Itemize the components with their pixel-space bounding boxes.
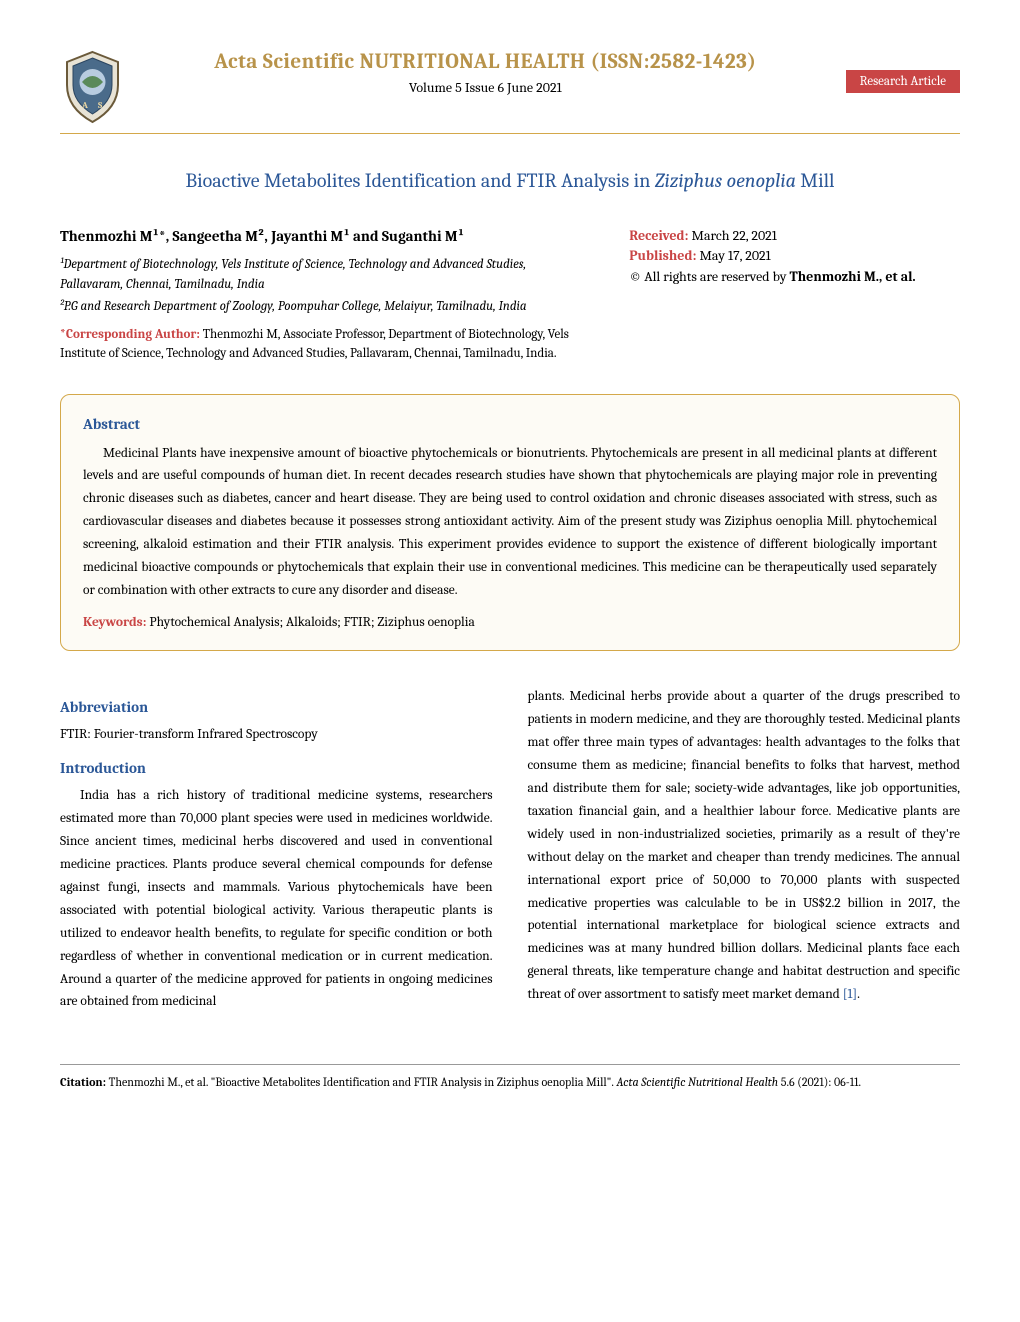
received-date: Received: March 22, 2021 bbox=[629, 227, 960, 244]
received-label: Received: bbox=[629, 227, 691, 244]
abstract-heading: Abstract bbox=[83, 415, 937, 433]
abbreviation-text: FTIR: Fourier-transform Infrared Spectro… bbox=[60, 724, 493, 747]
title-text: Bioactive Metabolites Identification and… bbox=[186, 169, 835, 192]
keywords: Keywords: Phytochemical Analysis; Alkalo… bbox=[83, 615, 937, 630]
body-columns: Abbreviation FTIR: Fourier-transform Inf… bbox=[60, 686, 960, 1014]
copyright-notice: © All rights are reserved by Thenmozhi M… bbox=[629, 267, 960, 287]
citation-footer: Citation: Thenmozhi M., et al. "Bioactiv… bbox=[60, 1064, 960, 1091]
copyright-prefix: © All rights are reserved by bbox=[629, 268, 789, 285]
article-title: Bioactive Metabolites Identification and… bbox=[60, 169, 960, 192]
article-type-badge: Research Article bbox=[846, 70, 960, 93]
author-list: Thenmozhi M¹*, Sangeetha M², Jayanthi M¹… bbox=[60, 227, 589, 245]
citation-title: "Bioactive Metabolites Identification an… bbox=[211, 1075, 614, 1089]
abstract-text: Medicinal Plants have inexpensive amount… bbox=[83, 443, 937, 604]
logo-icon: A S bbox=[60, 50, 125, 125]
copyright-author: Thenmozhi M., et al. bbox=[790, 268, 916, 285]
svg-text:A: A bbox=[81, 101, 88, 111]
citation-label: Citation: bbox=[60, 1075, 106, 1089]
page-header: A S Acta Scientific NUTRITIONAL HEALTH (… bbox=[60, 50, 960, 134]
citation-volume: 5.6 (2021): 06-11. bbox=[781, 1075, 861, 1089]
author-section: Thenmozhi M¹*, Sangeetha M², Jayanthi M¹… bbox=[60, 227, 960, 364]
introduction-heading: Introduction bbox=[60, 759, 493, 777]
published-label: Published: bbox=[629, 247, 696, 264]
keywords-text: Phytochemical Analysis; Alkaloids; FTIR;… bbox=[146, 615, 474, 630]
volume-info: Volume 5 Issue 6 June 2021 bbox=[145, 79, 826, 96]
intro-text-right: plants. Medicinal herbs provide about a … bbox=[528, 686, 961, 1007]
citation-authors: Thenmozhi M., et al. bbox=[106, 1075, 211, 1089]
author-right-column: Received: March 22, 2021 Published: May … bbox=[629, 227, 960, 364]
intro-col2-text: plants. Medicinal herbs provide about a … bbox=[528, 689, 961, 1002]
corresponding-label: *Corresponding Author: bbox=[60, 327, 200, 342]
left-column: Abbreviation FTIR: Fourier-transform Inf… bbox=[60, 686, 493, 1014]
intro-period: . bbox=[857, 987, 860, 1002]
right-column: plants. Medicinal herbs provide about a … bbox=[528, 686, 961, 1014]
keywords-label: Keywords: bbox=[83, 615, 146, 630]
citation-journal: Acta Scientific Nutritional Health bbox=[614, 1075, 781, 1089]
journal-logo: A S bbox=[60, 50, 125, 125]
published-date: Published: May 17, 2021 bbox=[629, 247, 960, 264]
corresponding-author: *Corresponding Author: Thenmozhi M, Asso… bbox=[60, 325, 589, 364]
abbreviation-heading: Abbreviation bbox=[60, 698, 493, 716]
journal-title: Acta Scientific NUTRITIONAL HEALTH (ISSN… bbox=[145, 50, 826, 74]
svg-text:S: S bbox=[98, 101, 103, 111]
received-value: March 22, 2021 bbox=[692, 227, 777, 244]
affiliation-1: ¹Department of Biotechnology, Vels Insti… bbox=[60, 255, 589, 294]
abstract-box: Abstract Medicinal Plants have inexpensi… bbox=[60, 394, 960, 652]
published-value: May 17, 2021 bbox=[696, 247, 770, 264]
affiliation-2: ²P.G and Research Department of Zoology,… bbox=[60, 297, 589, 317]
reference-link-1[interactable]: [1] bbox=[843, 987, 857, 1002]
header-text: Acta Scientific NUTRITIONAL HEALTH (ISSN… bbox=[145, 50, 826, 96]
intro-text-left: India has a rich history of traditional … bbox=[60, 785, 493, 1014]
author-left-column: Thenmozhi M¹*, Sangeetha M², Jayanthi M¹… bbox=[60, 227, 589, 364]
